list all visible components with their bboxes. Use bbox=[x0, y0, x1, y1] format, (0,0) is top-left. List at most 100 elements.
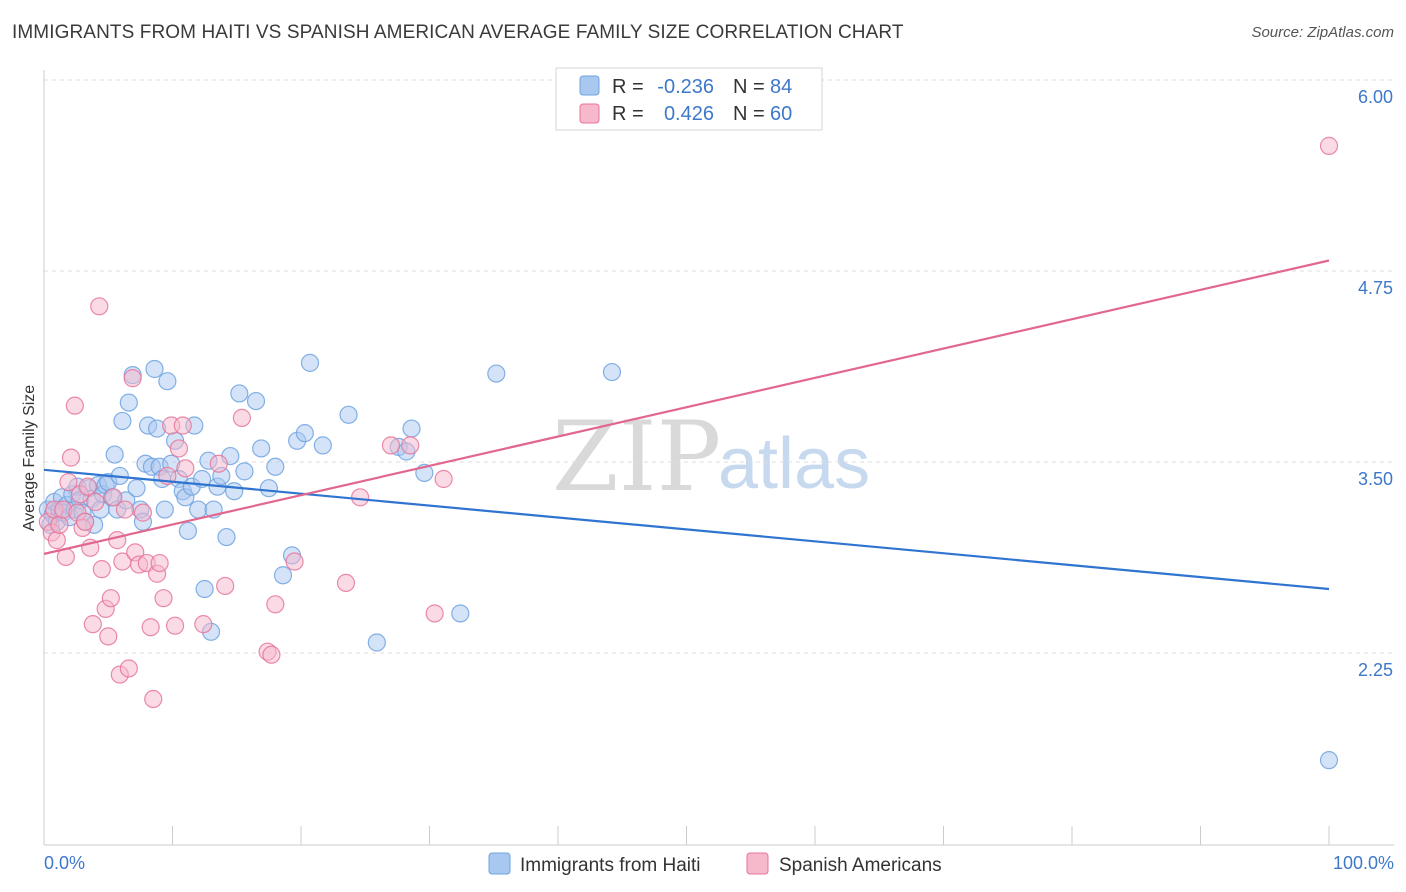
legend-spanish-n-label: N = bbox=[733, 103, 765, 125]
spanish-point bbox=[99, 627, 118, 646]
haiti-point bbox=[145, 359, 164, 379]
x-tick-label-min: 0.0% bbox=[44, 853, 85, 873]
trend-lines bbox=[43, 259, 1330, 591]
spanish-point bbox=[401, 436, 420, 455]
spanish-point bbox=[209, 454, 228, 473]
haiti-point bbox=[225, 482, 244, 501]
spanish-point bbox=[262, 645, 281, 664]
spanish-point bbox=[92, 560, 111, 579]
haiti-point bbox=[235, 462, 254, 481]
haiti-point bbox=[402, 419, 421, 438]
haiti-point bbox=[602, 362, 622, 382]
spanish-point bbox=[59, 472, 78, 492]
spanish-point bbox=[381, 436, 401, 455]
haiti-point bbox=[246, 391, 266, 411]
watermark-atlas: atlas bbox=[718, 424, 870, 504]
data-points bbox=[38, 136, 1339, 770]
haiti-point bbox=[127, 479, 146, 498]
spanish-point bbox=[47, 531, 66, 550]
legend-haiti-r-value: -0.236 bbox=[657, 76, 714, 98]
legend-bottom-haiti-swatch bbox=[488, 852, 511, 875]
haiti-point bbox=[230, 384, 249, 403]
spanish-point bbox=[141, 618, 160, 637]
spanish-point bbox=[434, 469, 453, 489]
spanish-point bbox=[123, 369, 142, 388]
legend-haiti-n-value: 84 bbox=[770, 76, 792, 98]
y-tick-label: 2.25 bbox=[1358, 660, 1393, 680]
y-tick-label: 6.00 bbox=[1358, 87, 1393, 107]
spanish-point bbox=[101, 589, 120, 608]
spanish-point bbox=[50, 515, 69, 534]
spanish-point bbox=[104, 488, 123, 507]
spanish-point bbox=[425, 604, 444, 623]
spanish-point bbox=[65, 396, 84, 415]
haiti-point bbox=[217, 527, 236, 547]
y-axis-title: Average Family Size bbox=[21, 385, 38, 532]
spanish-point bbox=[351, 488, 370, 507]
spanish-point bbox=[285, 552, 304, 571]
legend-bottom-haiti-label: Immigrants from Haiti bbox=[520, 855, 701, 876]
spanish-point bbox=[133, 503, 153, 522]
x-axis-ticks bbox=[172, 826, 1330, 845]
haiti-point bbox=[273, 566, 293, 585]
haiti-point bbox=[259, 479, 278, 498]
legend-spanish-r-value: 0.426 bbox=[664, 103, 714, 125]
legend-spanish-swatch bbox=[579, 103, 600, 124]
haiti-point bbox=[339, 405, 358, 424]
haiti-point bbox=[119, 393, 138, 412]
gridlines bbox=[44, 79, 1394, 654]
haiti-point bbox=[313, 436, 332, 455]
spanish-point bbox=[336, 573, 356, 593]
legend-bottom: Immigrants from Haiti Spanish Americans bbox=[488, 852, 942, 876]
spanish-point bbox=[108, 531, 127, 550]
y-tick-label: 4.75 bbox=[1358, 278, 1393, 298]
spanish-point bbox=[154, 589, 173, 608]
x-tick-label-max: 100.0% bbox=[1333, 853, 1394, 873]
legend-haiti-r-label: R = bbox=[612, 76, 644, 98]
legend-top: R = -0.236 N = 84 R = 0.426 N = 60 bbox=[555, 67, 823, 131]
spanish-trend-line bbox=[43, 259, 1330, 555]
spanish-point bbox=[169, 439, 189, 458]
spanish-point bbox=[144, 689, 163, 709]
haiti-point bbox=[155, 500, 174, 519]
spanish-point bbox=[78, 477, 97, 496]
legend-spanish-r-label: R = bbox=[612, 103, 644, 125]
spanish-point bbox=[150, 553, 169, 573]
legend-haiti-swatch bbox=[579, 75, 600, 96]
haiti-trend-line bbox=[43, 468, 1330, 591]
spanish-point bbox=[232, 408, 251, 427]
spanish-point bbox=[194, 615, 213, 634]
spanish-point bbox=[119, 659, 138, 678]
legend-haiti-n-label: N = bbox=[733, 76, 765, 98]
haiti-point bbox=[367, 633, 386, 652]
spanish-point bbox=[90, 297, 109, 316]
haiti-point bbox=[158, 372, 177, 391]
haiti-point bbox=[178, 521, 198, 541]
haiti-point bbox=[266, 457, 285, 476]
y-tick-label: 3.50 bbox=[1358, 469, 1393, 489]
haiti-point bbox=[1319, 751, 1339, 770]
spanish-point bbox=[83, 615, 102, 634]
y-axis-tick-labels: 6.00 4.75 3.50 2.25 bbox=[1358, 87, 1393, 680]
haiti-point bbox=[295, 424, 314, 443]
spanish-point bbox=[165, 616, 185, 635]
haiti-point bbox=[195, 579, 214, 599]
spanish-point bbox=[1319, 136, 1339, 155]
haiti-point bbox=[487, 364, 506, 383]
spanish-point bbox=[115, 500, 135, 519]
haiti-point bbox=[189, 500, 208, 519]
haiti-point bbox=[105, 445, 124, 464]
chart-title: IMMIGRANTS FROM HAITI VS SPANISH AMERICA… bbox=[12, 22, 904, 43]
haiti-point bbox=[252, 439, 271, 458]
legend-spanish-n-value: 60 bbox=[770, 103, 792, 125]
haiti-point bbox=[113, 411, 132, 431]
spanish-point bbox=[176, 459, 195, 478]
spanish-point bbox=[76, 512, 95, 531]
spanish-point bbox=[86, 492, 105, 512]
spanish-point bbox=[216, 576, 235, 596]
spanish-point bbox=[173, 416, 192, 435]
legend-bottom-spanish-swatch bbox=[746, 852, 769, 875]
spanish-point bbox=[61, 448, 81, 467]
legend-top-box bbox=[555, 67, 823, 131]
